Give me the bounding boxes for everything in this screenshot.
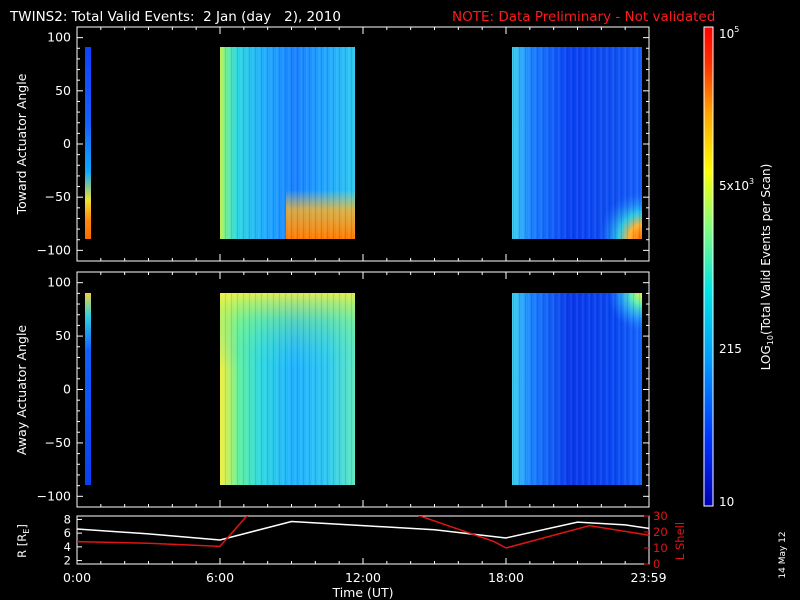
colorbar-tick-label: 5x103 [719, 177, 754, 193]
time-axis-ticks: 0:00 6:00 12:00 18:00 23:59 [63, 558, 667, 585]
y-tick-label: −50 [45, 435, 71, 450]
time-tick-label: 12:00 [345, 570, 381, 585]
colorbar-label: LOG10(Total Valid Events per Scan) [759, 164, 775, 371]
time-tick-label: 18:00 [488, 570, 524, 585]
y-tick-label: 100 [47, 30, 71, 45]
time-tick-label: 23:59 [631, 570, 667, 585]
toward-evening-block [512, 47, 642, 239]
colorbar-ticks: 105 5x103 215 10 [719, 25, 754, 509]
ephemeris-right-ticks: 30 20 10 0 [644, 509, 668, 571]
r-tick-label: 8 [64, 512, 71, 526]
l-shell-tick-label: 20 [653, 525, 668, 539]
r-tick-label: 2 [64, 554, 71, 568]
generation-date: 14 May 12 [778, 531, 788, 578]
preliminary-note: NOTE: Data Preliminary - Not validated [452, 9, 715, 25]
toward-mid-block [220, 47, 355, 239]
y-tick-label: 0 [63, 382, 71, 397]
l-shell-series-line [417, 516, 649, 549]
y-tick-label: −50 [45, 189, 71, 204]
ephemeris-panel-frame [76, 515, 650, 565]
toward-y-axis-label: Toward Actuator Angle [14, 73, 29, 215]
ephemeris-lines [77, 516, 649, 549]
colorbar-tick-label: 10 [719, 495, 734, 509]
away-evening-block [512, 293, 642, 485]
y-tick-label: −100 [37, 242, 71, 257]
away-early-block [85, 293, 91, 485]
time-tick-label: 6:00 [206, 570, 234, 585]
away-y-ticks: 100 50 0 −50 −100 [37, 272, 650, 507]
l-shell-tick-label: 30 [653, 509, 668, 523]
r-tick-label: 4 [64, 540, 71, 554]
y-tick-label: 0 [63, 136, 71, 151]
colorbar-tick-label: 105 [719, 25, 739, 41]
l-shell-tick-label: 10 [653, 541, 668, 555]
y-tick-label: −100 [37, 488, 71, 503]
colorbar-gradient [703, 26, 714, 507]
time-tick-label: 0:00 [63, 570, 91, 585]
away-y-axis-label: Away Actuator Angle [14, 325, 29, 456]
r-series-line [77, 520, 649, 541]
chart-title: TWINS2: Total Valid Events: 2 Jan (day 2… [9, 9, 341, 25]
l-shell-series-line [77, 516, 248, 548]
toward-y-ticks: 100 50 0 −50 −100 [37, 27, 650, 261]
away-panel: 100 50 0 −50 −100 Away Actuator Angle [14, 271, 650, 508]
r-axis-label: R [RE] [15, 524, 31, 558]
time-axis-label: Time (UT) [331, 585, 393, 600]
l-shell-axis-label: L Shell [673, 522, 687, 560]
y-tick-label: 50 [55, 328, 71, 343]
toward-panel: 100 50 0 −50 −100 Toward Actuator Angle [14, 26, 650, 262]
away-mid-block [220, 293, 355, 485]
y-tick-label: 50 [55, 83, 71, 98]
colorbar-tick-label: 215 [719, 342, 742, 356]
y-tick-label: 100 [47, 275, 71, 290]
r-tick-label: 6 [64, 526, 71, 540]
toward-early-block [85, 47, 91, 239]
l-shell-tick-label: 0 [653, 557, 660, 571]
colorbar: 105 5x103 215 10 LOG10(Total Valid Event… [703, 25, 775, 509]
